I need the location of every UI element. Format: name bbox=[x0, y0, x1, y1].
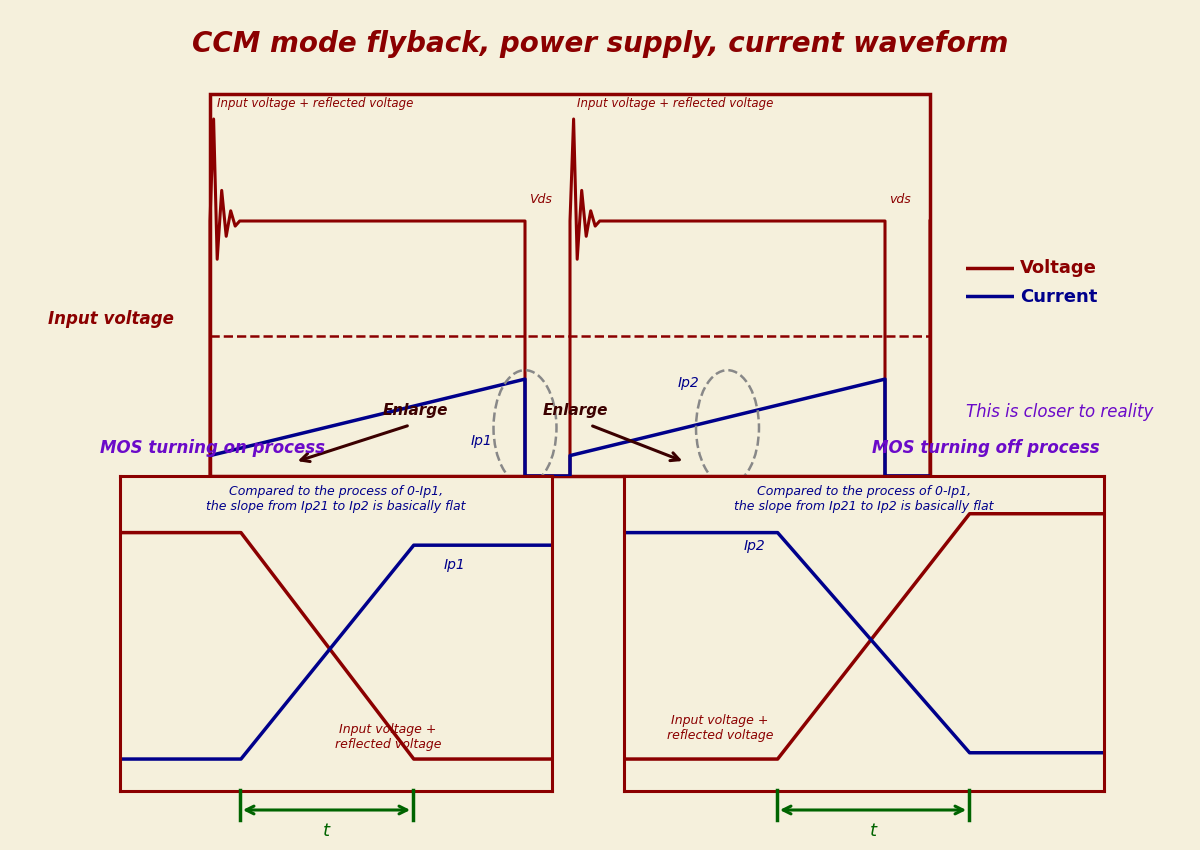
Text: Input voltage + reflected voltage: Input voltage + reflected voltage bbox=[577, 97, 774, 110]
Text: Voltage: Voltage bbox=[1020, 258, 1097, 277]
Text: Ip1: Ip1 bbox=[444, 558, 466, 572]
Text: Current: Current bbox=[1020, 288, 1097, 307]
Text: MOS turning off process: MOS turning off process bbox=[872, 439, 1100, 457]
Text: t: t bbox=[870, 822, 876, 840]
Text: Ip2: Ip2 bbox=[678, 376, 700, 390]
Text: MOS turning on process: MOS turning on process bbox=[100, 439, 325, 457]
Text: vds: vds bbox=[889, 193, 911, 207]
Bar bbox=[210, 94, 930, 476]
Text: Compared to the process of 0-Ip1,
the slope from Ip21 to Ip2 is basically flat: Compared to the process of 0-Ip1, the sl… bbox=[734, 485, 994, 513]
Text: t: t bbox=[323, 822, 330, 840]
Text: Compared to the process of 0-Ip1,
the slope from Ip21 to Ip2 is basically flat: Compared to the process of 0-Ip1, the sl… bbox=[206, 485, 466, 513]
Text: Input voltage: Input voltage bbox=[48, 309, 174, 328]
Text: CCM mode flyback, power supply, current waveform: CCM mode flyback, power supply, current … bbox=[192, 30, 1008, 58]
Text: Vds: Vds bbox=[529, 193, 552, 207]
Text: Enlarge: Enlarge bbox=[383, 403, 448, 418]
Text: This is closer to reality: This is closer to reality bbox=[966, 403, 1153, 422]
Text: Ip2: Ip2 bbox=[744, 539, 766, 552]
Text: Ip1: Ip1 bbox=[470, 434, 493, 449]
Text: Input voltage + reflected voltage: Input voltage + reflected voltage bbox=[217, 97, 414, 110]
Text: Enlarge: Enlarge bbox=[542, 403, 607, 418]
Text: Input voltage +
reflected voltage: Input voltage + reflected voltage bbox=[667, 714, 773, 741]
Text: Input voltage +
reflected voltage: Input voltage + reflected voltage bbox=[335, 723, 442, 751]
